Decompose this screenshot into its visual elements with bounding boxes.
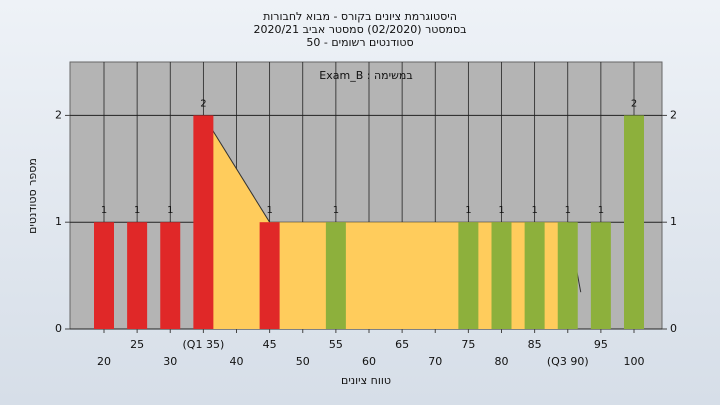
x-tick-label: 20 — [97, 355, 111, 368]
x-tick-label: 95 — [594, 338, 608, 351]
y-axis-label: מספר סטודנטים — [26, 158, 39, 234]
annotation: Exam_B : במשימה — [319, 69, 412, 82]
x-tick-label: (Q1 35) — [183, 338, 225, 351]
bar — [259, 222, 280, 329]
x-tick-label: 50 — [296, 355, 310, 368]
chart-subtitle: בסמסטר (02/2020) סמסטר אביב 2020/21 — [253, 23, 466, 36]
bar — [160, 222, 181, 329]
y2-tick-label: 1 — [670, 215, 677, 228]
bar — [458, 222, 479, 329]
bar — [557, 222, 578, 329]
x-tick-label: 25 — [130, 338, 144, 351]
bar — [590, 222, 611, 329]
bar — [624, 115, 644, 330]
y-tick-label: 2 — [55, 108, 62, 121]
bar — [94, 222, 114, 329]
y2-tick-label: 0 — [670, 322, 677, 335]
bar — [127, 222, 148, 329]
quartile-line — [202, 115, 271, 223]
bar — [491, 222, 512, 329]
data-label: 1 — [531, 205, 537, 216]
x-tick-label: 100 — [624, 355, 645, 368]
data-label: 1 — [333, 205, 339, 216]
x-tick-label: 65 — [395, 338, 409, 351]
data-label: 1 — [465, 205, 471, 216]
x-tick-label: 60 — [362, 355, 376, 368]
y2-tick-label: 2 — [670, 108, 677, 121]
x-tick-label: 40 — [230, 355, 244, 368]
y-tick-label: 1 — [55, 215, 62, 228]
data-label: 1 — [598, 205, 604, 216]
data-label: 1 — [266, 205, 272, 216]
x-tick-label: 70 — [428, 355, 442, 368]
x-tick-label: 45 — [263, 338, 277, 351]
x-tick-label: 75 — [461, 338, 475, 351]
chart-title: היסטוגרמת ציונים בקורס - מבוא לחבורות — [263, 10, 457, 23]
data-label: 2 — [200, 98, 206, 109]
x-axis-label: טווח ציונים — [341, 374, 391, 387]
x-tick-label: 80 — [495, 355, 509, 368]
data-label: 1 — [498, 205, 504, 216]
x-tick-label: 85 — [528, 338, 542, 351]
data-label: 2 — [631, 98, 637, 109]
data-label: 1 — [167, 205, 173, 216]
x-tick-label: 30 — [163, 355, 177, 368]
x-tick-label: 55 — [329, 338, 343, 351]
bar — [325, 222, 346, 329]
x-tick-label: (Q3 90) — [547, 355, 589, 368]
data-label: 1 — [101, 205, 107, 216]
y-tick-label: 0 — [55, 322, 62, 335]
data-label: 1 — [565, 205, 571, 216]
chart-subtitle: סטודנטים רשומים - 50 — [306, 36, 413, 49]
bar — [193, 115, 214, 330]
bar — [524, 222, 545, 329]
data-label: 1 — [134, 205, 140, 216]
